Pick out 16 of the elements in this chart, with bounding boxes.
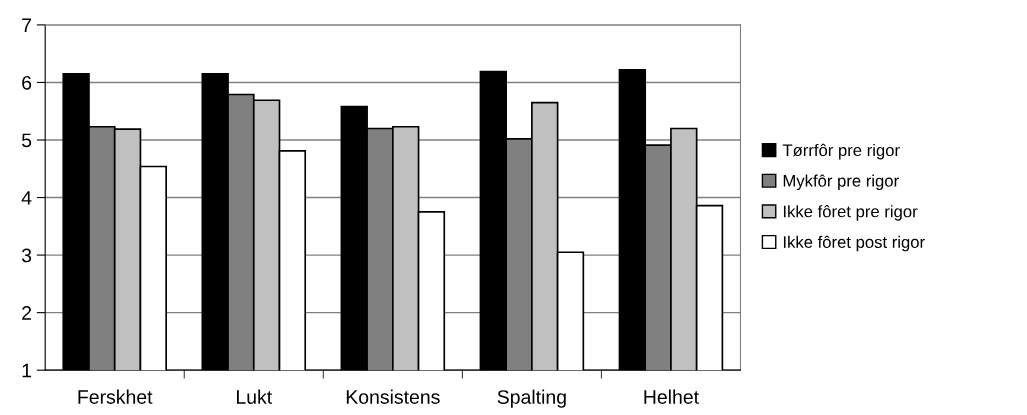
y-tick-label: 4 bbox=[21, 191, 32, 205]
x-tick-label: Spalting bbox=[497, 389, 566, 408]
legend-label: Ikke fôret post rigor bbox=[783, 235, 925, 252]
y-tick-label: 6 bbox=[22, 75, 32, 90]
x-tick-label: Konsistens bbox=[346, 389, 440, 404]
y-tick-label: 7 bbox=[22, 18, 32, 32]
legend-label: Mykfôr pre rigor bbox=[783, 174, 899, 191]
x-tick-label: Ferskhet bbox=[78, 389, 153, 404]
y-tick-label: 2 bbox=[22, 306, 32, 320]
legend-label: Tørrfôr pre rigor bbox=[782, 143, 900, 160]
legend-label: Ikke fôret pre rigor bbox=[783, 205, 918, 221]
y-tick-label: 5 bbox=[21, 133, 32, 148]
x-tick-label: Helhet bbox=[644, 389, 699, 404]
x-tick-label: Lukt bbox=[236, 389, 273, 404]
y-tick-label: 3 bbox=[21, 248, 32, 263]
y-tick-label: 1 bbox=[22, 363, 32, 378]
